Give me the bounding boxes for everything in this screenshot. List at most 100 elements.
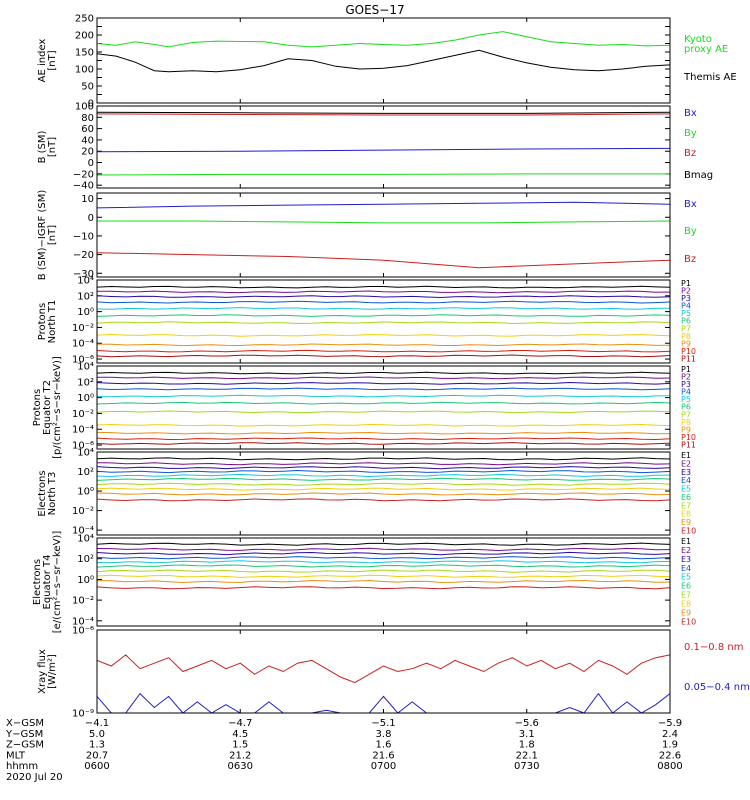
channel-line-E9 — [97, 579, 670, 584]
y-tick-label: 10⁰ — [77, 575, 94, 586]
channel-line-P7 — [97, 321, 670, 325]
channel-line-P3 — [97, 381, 670, 385]
channel-line-E6 — [97, 477, 670, 481]
plot-area — [97, 31, 670, 73]
date-label: 2020 Jul 20 — [6, 772, 63, 783]
channel-label: P3 — [681, 294, 691, 303]
channel-line-P6 — [97, 401, 670, 405]
y-tick-label: 100 — [75, 102, 94, 113]
y-axis-label: [nT] — [47, 50, 58, 70]
y-tick-label: −10 — [73, 231, 94, 242]
y-tick-label: 60 — [81, 124, 94, 135]
x-row-value: 1.5 — [232, 740, 248, 751]
y-axis-label: [nT] — [47, 137, 58, 157]
y-tick-label: 10⁻⁹ — [72, 709, 94, 720]
channel-label: P11 — [681, 440, 696, 449]
x-row-value: 0600 — [84, 761, 109, 772]
channel-line-E1 — [97, 542, 670, 546]
series-line-1 — [97, 220, 670, 224]
x-row-value: 2.4 — [662, 729, 678, 740]
panel-db: −30 −20 −10 0 10 B (SM)−IGRF (SM) [nT] Bx By Bz — [37, 190, 697, 281]
panel-frame — [96, 17, 671, 104]
channel-line-P2 — [97, 290, 670, 294]
y-tick-label: 10⁰ — [77, 487, 94, 498]
channel-line-P10 — [97, 349, 670, 353]
channel-label: P11 — [681, 354, 696, 363]
x-row-label: X−GSM — [6, 718, 44, 729]
channel-label: P6 — [681, 317, 691, 326]
channel-line-E9 — [97, 492, 670, 496]
y-tick-label: 20 — [81, 147, 94, 158]
channel-label: P2 — [681, 287, 691, 296]
channel-label: E10 — [681, 526, 696, 535]
channel-label: P10 — [681, 347, 696, 356]
series-line-1 — [97, 173, 670, 176]
channel-label: P8 — [681, 418, 691, 427]
legend-label: 0.1−0.8 nm — [684, 642, 743, 653]
channel-label: E3 — [681, 555, 691, 564]
plot-area — [97, 457, 670, 502]
y-axis-label: [e/(cm²−s−sr−keV)] — [52, 531, 63, 634]
legend-label: proxy AE — [684, 44, 728, 55]
x-row-value: 3.1 — [519, 729, 535, 740]
channel-line-P8 — [97, 423, 670, 427]
channel-label: P5 — [681, 309, 691, 318]
y-tick-label: 10² — [77, 291, 94, 302]
legend-label: By — [684, 128, 697, 139]
channel-label: E9 — [681, 608, 691, 617]
channel-line-P10 — [97, 437, 670, 441]
channel-line-P4 — [97, 300, 670, 304]
x-row-value: 1.6 — [376, 740, 392, 751]
x-row-value: −5.1 — [371, 718, 395, 729]
x-row-value: 21.2 — [229, 750, 251, 761]
y-axis-label: B (SM)−IGRF (SM) — [37, 190, 48, 281]
y-axis-label: [p/(cm²−s−sr−keV)] — [52, 356, 63, 459]
channel-line-P7 — [97, 410, 670, 414]
channel-label: E7 — [681, 501, 691, 510]
channel-line-E7 — [97, 569, 670, 573]
x-row-label: Z−GSM — [6, 740, 44, 751]
y-axis-label: North T3 — [47, 472, 58, 516]
legend-label: Bmag — [684, 170, 713, 181]
y-tick-label: 10⁰ — [77, 307, 94, 318]
series-line-1 — [97, 692, 670, 713]
channel-label: P1 — [681, 365, 691, 374]
channel-line-E7 — [97, 482, 670, 486]
x-row-value: 1.3 — [89, 740, 105, 751]
channel-label: E8 — [681, 600, 691, 609]
x-row-value: 0800 — [657, 761, 682, 772]
channel-label: E4 — [681, 476, 691, 485]
channel-line-P5 — [97, 307, 670, 310]
channel-line-P5 — [97, 394, 670, 398]
channel-label: E1 — [681, 537, 691, 546]
y-axis-label: Electrons — [32, 559, 43, 605]
y-tick-label: 10⁻² — [72, 506, 94, 517]
channel-label: E10 — [681, 617, 696, 626]
channel-line-E10 — [97, 498, 670, 502]
y-tick-label: 10⁻⁴ — [72, 425, 94, 436]
panel-en: 10⁻⁴ 10⁻² 10⁰ 10² 10⁴ Electrons North T3 E1E2E3… — [37, 448, 696, 537]
channel-line-E1 — [97, 457, 670, 461]
channel-line-P2 — [97, 376, 670, 380]
channel-line-P9 — [97, 431, 670, 435]
channel-label: P5 — [681, 395, 691, 404]
y-axis-label: Xray flux — [37, 649, 48, 694]
x-row-value: 1.8 — [519, 740, 535, 751]
y-axis-label: Equator T2 — [42, 380, 53, 435]
x-row-value: 1.9 — [662, 740, 678, 751]
channel-line-P11 — [97, 354, 670, 358]
y-tick-label: 10⁻² — [72, 596, 94, 607]
y-tick-label: 200 — [75, 31, 94, 42]
channel-line-E2 — [97, 462, 670, 466]
y-tick-label: 80 — [81, 113, 94, 124]
x-axis-table: X−GSM −4.1 −4.7 −5.1 −5.6 −5.9 Y−GSM 5.0 4.5 3.8 3… — [5, 718, 683, 783]
series-line-0 — [97, 147, 670, 153]
channel-line-E5 — [97, 473, 670, 478]
channel-label: P4 — [681, 388, 691, 397]
x-row-label: hhmm — [6, 761, 38, 772]
x-row-value: −5.6 — [515, 718, 539, 729]
channel-line-E4 — [97, 556, 670, 560]
channel-label: E7 — [681, 591, 691, 600]
